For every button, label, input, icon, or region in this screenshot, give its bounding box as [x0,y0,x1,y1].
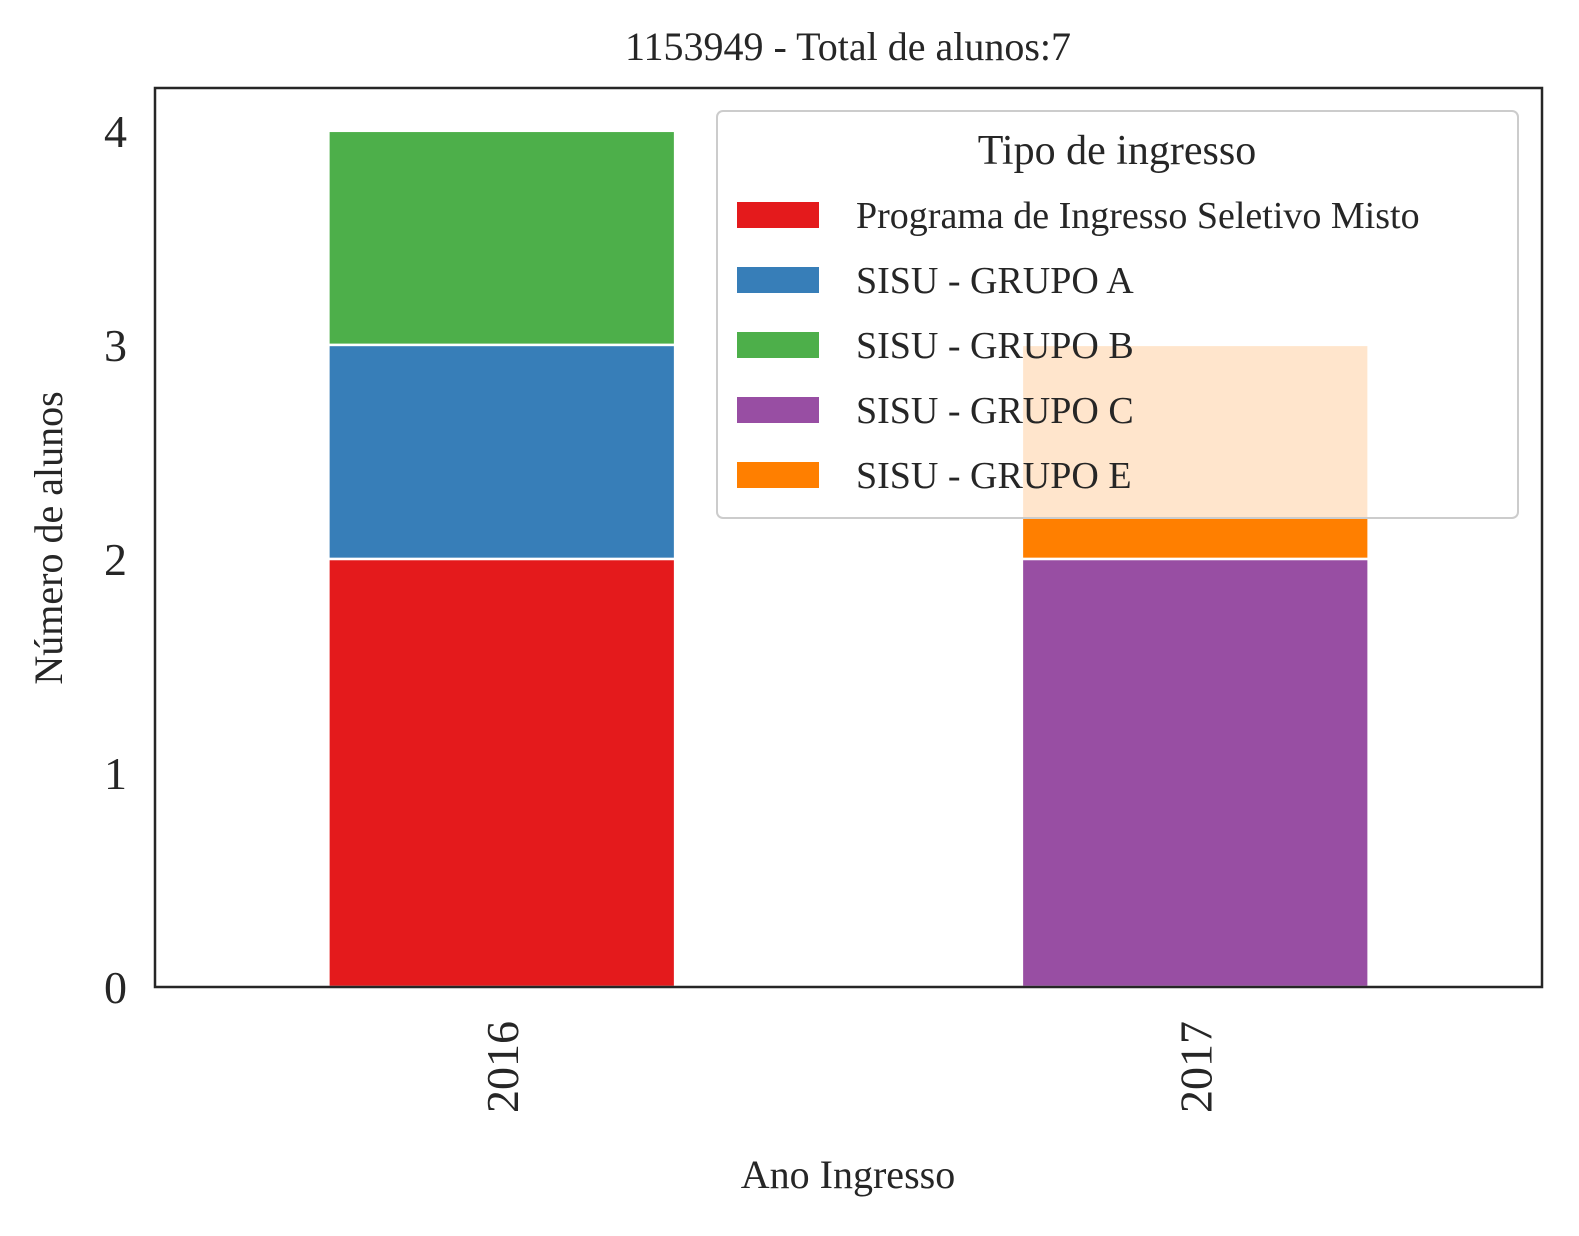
y-tick-label: 2 [104,534,127,585]
legend-swatch-4 [737,462,819,488]
legend-box [716,110,1519,519]
y-tick-label: 4 [104,106,127,157]
legend-swatch-1 [737,267,819,293]
bar-2016-series-2 [327,129,677,347]
legend-label-3: SISU - GRUPO C [856,390,1134,432]
legend-swatch-2 [737,332,819,358]
y-axis-label: Número de alunos [26,391,71,684]
y-tick-label: 0 [104,962,127,1013]
bar-2017-series-3 [1020,557,1370,989]
y-ticks: 0 1 2 3 4 [104,106,127,1013]
legend-label-1: SISU - GRUPO A [856,260,1134,302]
legend-items: Programa de Ingresso Seletivo Misto SISU … [737,195,1420,497]
bar-2016-series-1 [327,343,677,561]
x-ticks: 2016 2017 [477,1021,1222,1113]
legend: Tipo de ingresso Programa de Ingresso Se… [716,110,1519,519]
chart-title: 1153949 - Total de alunos:7 [625,24,1071,69]
legend-label-2: SISU - GRUPO B [856,325,1134,367]
plot-frame [153,86,1544,989]
legend-label-0: Programa de Ingresso Seletivo Misto [856,195,1420,237]
legend-swatch-3 [737,397,819,423]
x-tick-label-2016: 2016 [477,1021,528,1113]
x-axis-label: Ano Ingresso [741,1152,955,1197]
y-tick-label: 3 [104,320,127,371]
x-tick-label-2017: 2017 [1170,1021,1221,1113]
legend-swatch-0 [737,202,819,228]
y-tick-label: 1 [104,748,127,799]
legend-label-4: SISU - GRUPO E [856,455,1132,497]
legend-title: Tipo de ingresso [978,128,1256,174]
bar-2016-series-0 [327,557,677,989]
